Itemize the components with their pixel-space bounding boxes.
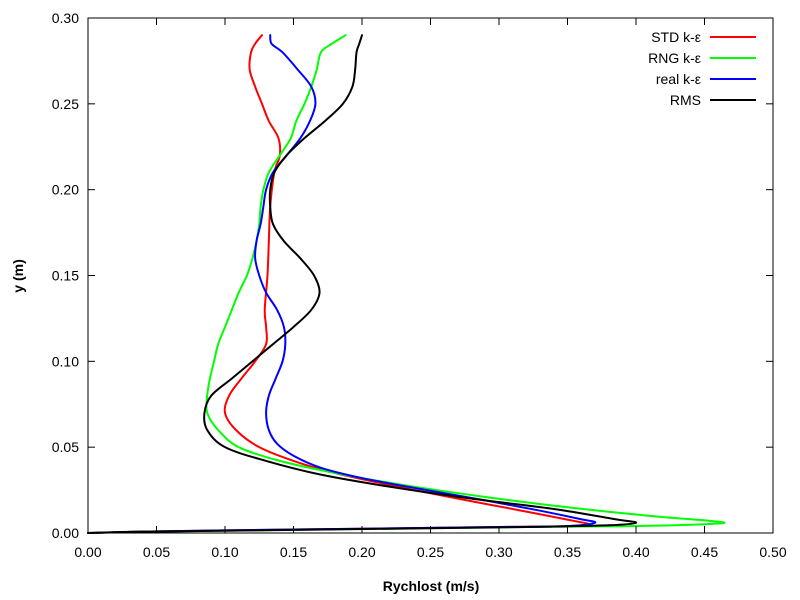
- legend-label: STD k-ε: [651, 29, 701, 45]
- y-tick-label: 0.20: [52, 182, 79, 198]
- series-line-3: [87, 34, 638, 534]
- series-line-1: [87, 34, 726, 534]
- curves-layer: [87, 34, 726, 534]
- legend-label: real k-ε: [656, 71, 701, 87]
- y-tick-label: 0.15: [52, 268, 79, 284]
- series-line-2: [87, 34, 597, 534]
- x-axis-title: Rychlost (m/s): [383, 578, 479, 594]
- y-tick-label: 0.30: [52, 10, 79, 26]
- legend-label: RNG k-ε: [648, 50, 701, 66]
- x-tick-label: 0.35: [554, 544, 581, 560]
- x-axis-ticks: 0.00 0.05 0.10 0.15 0.20 0.25 0.30 0.35 0.40 0.45…: [74, 18, 787, 560]
- y-axis-ticks: 0.00 0.05 0.10 0.15 0.20 0.25 0.30: [52, 10, 773, 541]
- x-tick-label: 0.40: [622, 544, 649, 560]
- y-tick-label: 0.25: [52, 96, 79, 112]
- x-tick-label: 0.30: [485, 544, 512, 560]
- y-tick-label: 0.00: [52, 525, 79, 541]
- legend-label: RMS: [670, 92, 701, 108]
- x-tick-label: 0.00: [74, 544, 101, 560]
- x-tick-label: 0.45: [691, 544, 718, 560]
- x-tick-label: 0.25: [417, 544, 444, 560]
- y-tick-label: 0.05: [52, 439, 79, 455]
- x-tick-label: 0.10: [211, 544, 238, 560]
- x-tick-label: 0.15: [280, 544, 307, 560]
- x-tick-label: 0.50: [759, 544, 786, 560]
- y-tick-label: 0.10: [52, 353, 79, 369]
- x-tick-label: 0.05: [143, 544, 170, 560]
- y-axis-title: y (m): [10, 259, 26, 292]
- legend: STD k-ε RNG k-ε real k-ε RMS: [648, 29, 756, 108]
- x-tick-label: 0.20: [348, 544, 375, 560]
